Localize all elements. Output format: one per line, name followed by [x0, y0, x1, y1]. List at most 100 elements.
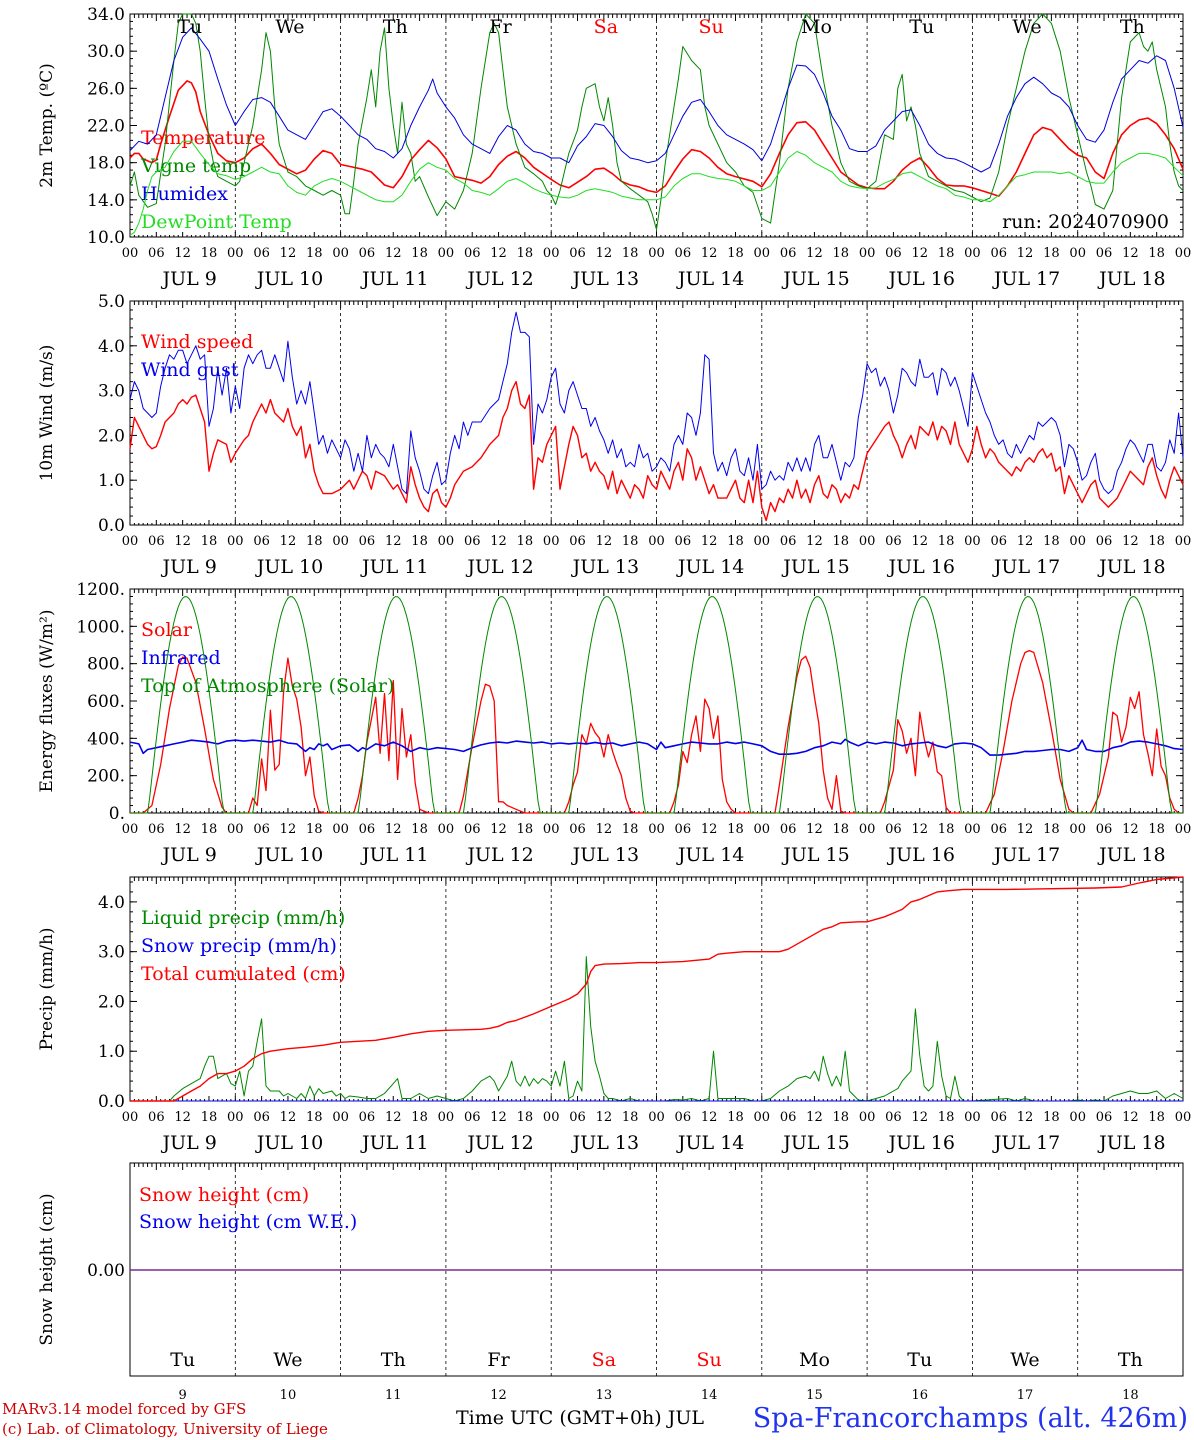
date-label: JUL 15	[781, 1132, 849, 1154]
date-label: JUL 10	[255, 268, 323, 290]
hour-label: 00	[648, 1110, 665, 1125]
date-label: JUL 17	[992, 268, 1060, 290]
panel-1: 10.0 14.0 18.0 22.0 26.0 30.0 34.0 2m Temp. (ºC…	[37, 5, 1191, 290]
hour-label: 06	[569, 534, 586, 549]
series-line	[130, 876, 1184, 1102]
hour-label: 18	[833, 822, 850, 837]
date-label: JUL 14	[676, 556, 744, 578]
hour-label: 00	[1069, 534, 1086, 549]
panel-frame	[129, 588, 1184, 814]
weekday-label: Tu	[907, 1349, 932, 1371]
hour-label: 18	[201, 822, 218, 837]
hour-label: 18	[622, 822, 639, 837]
date-label: JUL 10	[255, 844, 323, 866]
hour-label: 18	[1043, 246, 1060, 261]
hour-label: 12	[596, 1110, 613, 1125]
hour-label: 06	[464, 822, 481, 837]
hour-label: 12	[1017, 246, 1034, 261]
series-line	[129, 13, 1184, 231]
hour-label: 00	[648, 822, 665, 837]
date-label: JUL 14	[676, 268, 744, 290]
series-line	[129, 311, 1184, 495]
hour-label: 00	[227, 1110, 244, 1125]
hour-label: 00	[648, 534, 665, 549]
date-label: JUL 18	[1097, 556, 1165, 578]
hour-label: 12	[174, 822, 191, 837]
hour-label: 00	[332, 1110, 349, 1125]
hour-label: 06	[780, 822, 797, 837]
legend-entry: Total cumulated (cm)	[141, 963, 346, 985]
hour-label: 12	[911, 822, 928, 837]
hour-label: 18	[622, 534, 639, 549]
y-tick-label: 18.0	[87, 154, 125, 174]
hour-label: 00	[543, 534, 560, 549]
legend-entry: Wind speed	[141, 331, 253, 353]
hour-label: 00	[1069, 246, 1086, 261]
y-tick-label: 4.0	[98, 893, 125, 913]
station-name: Spa-Francorchamps (alt. 426m)	[753, 1403, 1188, 1434]
hour-label: 12	[385, 246, 402, 261]
hour-label: 06	[990, 246, 1007, 261]
hour-label: 06	[569, 1110, 586, 1125]
hour-label: 18	[833, 534, 850, 549]
hour-label: 00	[332, 534, 349, 549]
hour-label: 12	[174, 1110, 191, 1125]
model-credit: MARv3.14 model forced by GFS	[2, 1400, 246, 1418]
date-label: JUL 16	[887, 268, 955, 290]
hour-label: 18	[1148, 534, 1165, 549]
hour-label: 12	[174, 534, 191, 549]
hour-label: 00	[859, 246, 876, 261]
hour-label: 00	[964, 1110, 981, 1125]
hour-label: 18	[938, 1110, 955, 1125]
weekday-label: Sa	[594, 16, 618, 38]
date-label: JUL 17	[992, 1132, 1060, 1154]
hour-label: 18	[938, 534, 955, 549]
hour-label: 06	[780, 534, 797, 549]
hour-label: 00	[859, 822, 876, 837]
y-tick-label: 1200.	[76, 580, 125, 600]
hour-label: 06	[1096, 1110, 1113, 1125]
hour-label: 12	[280, 1110, 297, 1125]
hour-label: 12	[806, 246, 823, 261]
hour-label: 18	[833, 246, 850, 261]
hour-label: 00	[438, 246, 455, 261]
series-line	[129, 380, 1184, 522]
hour-label: 00	[122, 534, 139, 549]
date-label: JUL 11	[360, 844, 428, 866]
date-label: JUL 16	[887, 1132, 955, 1154]
series-line	[130, 956, 1184, 1102]
hour-label: 12	[385, 822, 402, 837]
hour-label: 18	[1043, 822, 1060, 837]
hour-label: 06	[675, 534, 692, 549]
hour-label: 00	[227, 822, 244, 837]
hour-label: 12	[1122, 822, 1139, 837]
hour-label: 06	[990, 534, 1007, 549]
hour-label: 12	[490, 822, 507, 837]
hour-label: 12	[701, 534, 718, 549]
weekday-label: Mo	[801, 16, 832, 38]
day-number-label: 18	[1122, 1388, 1139, 1403]
hour-label: 06	[885, 1110, 902, 1125]
hour-label: 18	[517, 822, 534, 837]
hour-label: 00	[227, 534, 244, 549]
hour-label: 12	[596, 534, 613, 549]
y-tick-label: 2.0	[98, 992, 125, 1012]
hour-label: 18	[306, 822, 323, 837]
weekday-label: Th	[381, 1349, 406, 1371]
hour-label: 00	[1069, 822, 1086, 837]
series-line	[130, 596, 1183, 814]
weekday-label: Su	[699, 16, 724, 38]
y-axis-label: 2m Temp. (ºC)	[37, 63, 57, 188]
hour-label: 06	[675, 1110, 692, 1125]
legend-entry: Temperature	[141, 127, 265, 149]
y-tick-label: 1.0	[98, 471, 125, 491]
date-label: JUL 10	[255, 556, 323, 578]
date-label: JUL 9	[160, 268, 216, 290]
hour-label: 00	[1175, 534, 1192, 549]
hour-label: 00	[859, 1110, 876, 1125]
hour-label: 00	[543, 1110, 560, 1125]
y-tick-label: 0.0	[98, 516, 125, 536]
weekday-label: Fr	[489, 16, 512, 38]
y-tick-label: 0.00	[87, 1261, 125, 1281]
